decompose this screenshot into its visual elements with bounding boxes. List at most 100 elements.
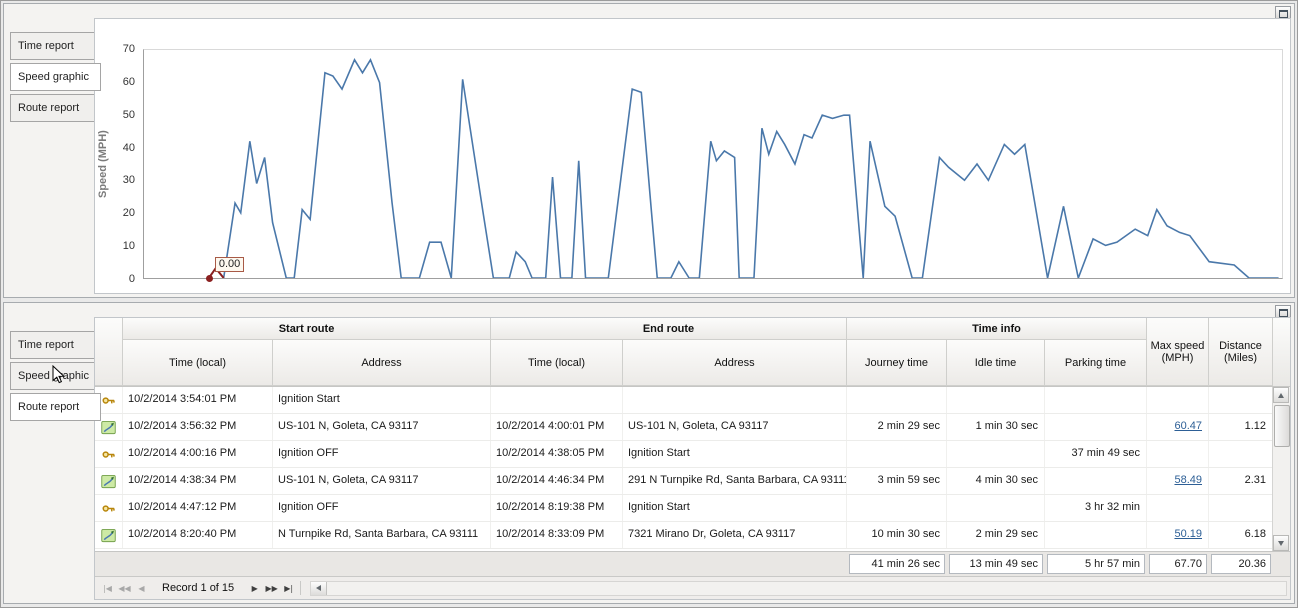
- tab-route-report[interactable]: Route report: [10, 94, 97, 122]
- column-header-distance[interactable]: Distance (Miles): [1209, 318, 1273, 386]
- cell: [947, 387, 1045, 413]
- summary-parking-time: 5 hr 57 min: [1047, 554, 1145, 574]
- route-report-grid: Start route End route Time info Max spee…: [94, 317, 1291, 600]
- nav-prev-page-button[interactable]: ◀◀: [116, 580, 133, 596]
- tab-time-report[interactable]: Time report: [10, 331, 97, 359]
- cell: 10/2/2014 8:20:40 PM: [123, 522, 273, 548]
- cell: 10/2/2014 4:00:01 PM: [491, 414, 623, 440]
- group-header-end-route[interactable]: End route: [491, 318, 847, 340]
- nav-next-button[interactable]: ▶: [246, 580, 263, 596]
- max-speed-link[interactable]: 58.49: [1174, 474, 1202, 486]
- table-row[interactable]: 10/2/2014 3:54:01 PM Ignition Start: [95, 387, 1272, 414]
- column-header-max-speed[interactable]: Max speed (MPH): [1147, 318, 1209, 386]
- cell: [1209, 441, 1272, 467]
- cell: 2.31: [1209, 468, 1272, 494]
- scrollbar-thumb[interactable]: [1274, 405, 1290, 447]
- column-header-journey-time[interactable]: Journey time: [847, 340, 947, 386]
- column-header-start-time[interactable]: Time (local): [123, 340, 273, 386]
- cell: 1 min 30 sec: [947, 414, 1045, 440]
- route-icon: [95, 522, 123, 548]
- restore-icon: [1278, 308, 1288, 317]
- scroll-down-button[interactable]: [1273, 535, 1289, 551]
- vertical-scrollbar[interactable]: [1272, 387, 1290, 551]
- chart-plot-area[interactable]: 0.00: [143, 49, 1283, 282]
- restore-icon: [1278, 9, 1288, 18]
- max-speed-link[interactable]: 60.47: [1174, 420, 1202, 432]
- tab-speed-graphic[interactable]: Speed graphic: [10, 362, 97, 390]
- arrow-down-icon: [1278, 540, 1284, 546]
- cell: [1209, 387, 1272, 413]
- cell: 6.18: [1209, 522, 1272, 548]
- cell: 37 min 49 sec: [1045, 441, 1147, 467]
- cell: [1045, 414, 1147, 440]
- cell: 58.49: [1147, 468, 1209, 494]
- nav-first-button[interactable]: |◀: [99, 580, 116, 596]
- tab-route-report[interactable]: Route report: [10, 393, 101, 421]
- column-header-end-address[interactable]: Address: [623, 340, 847, 386]
- cell: [1209, 495, 1272, 521]
- cell: 291 N Turnpike Rd, Santa Barbara, CA 931…: [623, 468, 847, 494]
- tab-time-report[interactable]: Time report: [10, 32, 97, 60]
- column-header-start-address[interactable]: Address: [273, 340, 491, 386]
- table-row[interactable]: 10/2/2014 4:38:34 PM US-101 N, Goleta, CA…: [95, 468, 1272, 495]
- group-header-start-route[interactable]: Start route: [123, 318, 491, 340]
- speed-chart: Speed (MPH) 0 10 20 30 40 50 60 70 0.00: [94, 18, 1291, 294]
- table-row[interactable]: 10/2/2014 4:00:16 PM Ignition OFF 10/2/201…: [95, 441, 1272, 468]
- group-header-time-info[interactable]: Time info: [847, 318, 1147, 340]
- arrow-up-icon: [1278, 392, 1284, 398]
- speed-line-svg: [144, 50, 1282, 278]
- cell: [1045, 387, 1147, 413]
- navigator-divider: [300, 581, 302, 595]
- tab-speed-graphic[interactable]: Speed graphic: [10, 63, 101, 91]
- cell: [1147, 387, 1209, 413]
- column-header-idle-time[interactable]: Idle time: [947, 340, 1045, 386]
- top-tab-strip: Time report Speed graphic Route report: [4, 18, 101, 297]
- chart-marker-dot: [205, 275, 213, 282]
- column-header-end-time[interactable]: Time (local): [491, 340, 623, 386]
- table-row[interactable]: 10/2/2014 4:47:12 PM Ignition OFF 10/2/201…: [95, 495, 1272, 522]
- cell: Ignition Start: [623, 495, 847, 521]
- arrow-left-icon: [316, 585, 322, 591]
- bottom-tab-strip: Time report Speed graphic Route report: [4, 317, 101, 603]
- cell: [947, 441, 1045, 467]
- nav-next-page-button[interactable]: ▶▶: [263, 580, 280, 596]
- cell: 10/2/2014 4:47:12 PM: [123, 495, 273, 521]
- nav-last-button[interactable]: ▶|: [280, 580, 297, 596]
- cell: US-101 N, Goleta, CA 93117: [623, 414, 847, 440]
- table-row[interactable]: 10/2/2014 3:56:32 PM US-101 N, Goleta, CA…: [95, 414, 1272, 441]
- cell: 10 min 30 sec: [847, 522, 947, 548]
- y-axis-tick: 30: [122, 174, 135, 187]
- speed-graphic-panel: Time report Speed graphic Route report S…: [3, 3, 1295, 298]
- cell: 10/2/2014 4:38:05 PM: [491, 441, 623, 467]
- cell: [491, 387, 623, 413]
- cell: US-101 N, Goleta, CA 93117: [273, 414, 491, 440]
- record-counter: Record 1 of 15: [162, 582, 235, 594]
- table-body: 10/2/2014 3:54:01 PM Ignition Start 10/2/2…: [95, 387, 1290, 551]
- summary-distance: 20.36: [1211, 554, 1271, 574]
- cell: 2 min 29 sec: [947, 522, 1045, 548]
- table-rows-viewport: 10/2/2014 3:54:01 PM Ignition Start 10/2/2…: [95, 387, 1272, 551]
- cell: [1147, 495, 1209, 521]
- scroll-left-button[interactable]: [311, 581, 328, 595]
- nav-prev-button[interactable]: ◀: [133, 580, 150, 596]
- y-axis-tick: 40: [122, 141, 135, 154]
- cell: [623, 387, 847, 413]
- cell: 3 hr 32 min: [1045, 495, 1147, 521]
- cell: N Turnpike Rd, Santa Barbara, CA 93111: [273, 522, 491, 548]
- column-header-parking-time[interactable]: Parking time: [1045, 340, 1147, 386]
- table-row[interactable]: 10/2/2014 8:20:40 PM N Turnpike Rd, Santa…: [95, 522, 1272, 549]
- header-corner: [95, 318, 123, 386]
- panel-titlebar: [4, 4, 1294, 19]
- max-speed-link[interactable]: 50.19: [1174, 528, 1202, 540]
- speed-series-line: [209, 60, 1279, 278]
- cell: US-101 N, Goleta, CA 93117: [273, 468, 491, 494]
- cell: 50.19: [1147, 522, 1209, 548]
- cell: Ignition OFF: [273, 495, 491, 521]
- cell: [1045, 522, 1147, 548]
- horizontal-scrollbar[interactable]: [310, 580, 1287, 596]
- cell: 10/2/2014 8:33:09 PM: [491, 522, 623, 548]
- cell: 10/2/2014 8:19:38 PM: [491, 495, 623, 521]
- cell: 10/2/2014 4:38:34 PM: [123, 468, 273, 494]
- cell: [847, 495, 947, 521]
- scroll-up-button[interactable]: [1273, 387, 1289, 403]
